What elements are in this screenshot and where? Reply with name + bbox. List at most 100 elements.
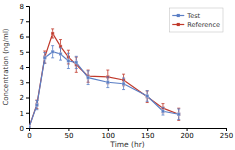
error-bar	[87, 71, 90, 85]
point	[122, 82, 125, 85]
point	[29, 126, 31, 128]
error-bar	[177, 108, 180, 120]
legend-item: Reference	[172, 21, 220, 29]
error-bar	[35, 101, 38, 110]
tick-label: 0	[27, 132, 31, 140]
error-bar	[146, 91, 149, 103]
point	[59, 52, 62, 55]
point	[51, 50, 54, 53]
y-axis-tick: 5	[20, 48, 29, 56]
tick-mark	[26, 82, 29, 83]
tick-mark	[26, 52, 29, 53]
error-bar	[43, 53, 46, 64]
y-axis-tick: 2	[20, 94, 29, 102]
point	[146, 94, 149, 97]
y-axis-line	[26, 7, 30, 129]
tick-label: 100	[102, 132, 115, 140]
error-bar	[177, 109, 180, 120]
point	[59, 45, 62, 48]
x-axis-tick: 0	[27, 128, 31, 140]
tick-mark	[26, 113, 29, 114]
tick-mark	[26, 128, 29, 129]
tick-label: 7	[20, 18, 24, 26]
legend-label: Reference	[187, 21, 220, 29]
y-axis-tick: 1	[20, 109, 29, 117]
point	[161, 110, 164, 113]
x-axis-line	[30, 129, 227, 132]
tick-mark	[147, 128, 148, 131]
tick-label: 1	[20, 109, 24, 117]
legend-swatch	[172, 15, 184, 16]
tick-label: 250	[220, 132, 233, 140]
tick-label: 150	[141, 132, 154, 140]
tick-mark	[26, 6, 29, 7]
tick-mark	[26, 98, 29, 99]
legend-label: Test	[186, 12, 200, 20]
tick-label: 3	[20, 79, 24, 87]
error-bar	[59, 48, 62, 60]
point	[75, 61, 78, 64]
error-bar	[51, 29, 54, 38]
x-axis-tick: 150	[141, 128, 154, 140]
series	[29, 29, 180, 128]
tick-mark	[108, 128, 109, 131]
legend-marker	[177, 14, 180, 17]
y-axis-tick: 8	[20, 3, 29, 11]
y-axis-tick: 7	[20, 18, 29, 26]
y-axis: 0 1 2 3 4 5 6 7 8	[20, 3, 30, 133]
tick-label: 2	[20, 94, 24, 102]
point	[87, 76, 90, 79]
tick-label: 0	[20, 125, 24, 133]
x-axis-tick: 100	[102, 128, 115, 140]
tick-mark	[68, 128, 69, 131]
plot: 0 50 100 150 200 250 0 1 2 3 4 5 6 7 8 TestReference	[20, 3, 234, 140]
point	[35, 104, 38, 107]
point	[177, 113, 180, 116]
tick-mark	[26, 67, 29, 68]
y-axis-tick: 3	[20, 79, 29, 87]
y-axis-title: Concentration (ng/ml)	[2, 28, 10, 105]
series	[29, 46, 180, 128]
tick-label: 8	[20, 3, 24, 11]
point	[29, 126, 31, 128]
x-axis-tick: 200	[180, 128, 193, 140]
x-axis-tick: 50	[64, 128, 73, 140]
line	[29, 52, 179, 127]
error-bar	[51, 46, 54, 58]
legend-swatch	[172, 24, 184, 25]
error-bar	[161, 107, 164, 115]
point	[43, 56, 46, 59]
legend-item: Test	[172, 12, 200, 20]
error-bar	[146, 91, 149, 102]
line	[29, 33, 179, 127]
point	[106, 81, 109, 84]
legend-marker	[177, 23, 180, 26]
point	[177, 113, 180, 116]
error-bar	[106, 77, 109, 88]
chart: 0 50 100 150 200 250 0 1 2 3 4 5 6 7 8 TestReference Tim…	[0, 0, 235, 150]
tick-label: 6	[20, 33, 25, 41]
tick-mark	[226, 128, 227, 131]
tick-mark	[26, 37, 29, 38]
tick-label: 5	[20, 48, 24, 56]
x-axis: 0 50 100 150 200 250	[27, 128, 233, 140]
error-bar	[67, 53, 70, 68]
error-bar	[122, 78, 125, 90]
tick-label: 4	[20, 64, 25, 72]
tick-label: 50	[64, 132, 73, 140]
error-bar	[29, 126, 31, 128]
point	[51, 32, 54, 35]
legend-box	[169, 8, 223, 32]
y-axis-tick: 6	[20, 33, 29, 41]
error-bar	[75, 56, 78, 68]
point	[67, 59, 70, 62]
x-axis-title: Time (hr)	[109, 140, 145, 149]
legend: TestReference	[169, 8, 223, 32]
tick-mark	[26, 21, 29, 22]
x-axis-tick: 250	[220, 128, 233, 140]
tick-label: 200	[180, 132, 193, 140]
y-axis-tick: 4	[20, 64, 29, 72]
tick-mark	[187, 128, 188, 131]
y-axis-tick: 0	[20, 125, 29, 133]
marks	[29, 29, 180, 128]
